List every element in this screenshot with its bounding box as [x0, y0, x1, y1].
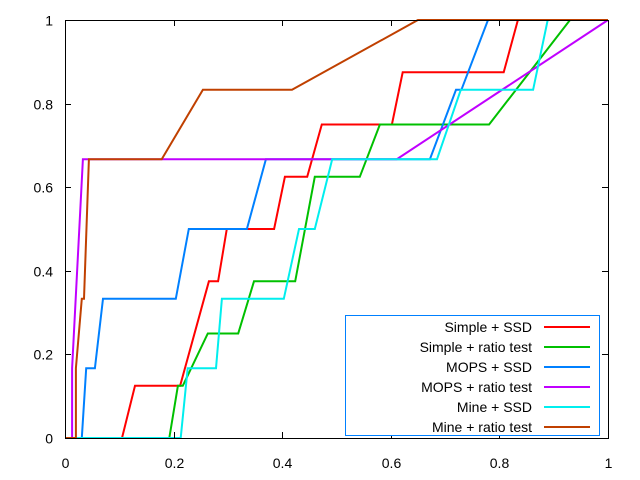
series-line-simple-ssd — [65, 19, 608, 439]
y-tick-label: 1 — [45, 13, 53, 29]
x-tick-label: 1 — [605, 455, 613, 471]
x-tick-label: 0.8 — [490, 455, 510, 471]
series-line-simple-ratio-test — [65, 19, 608, 439]
y-tick-label: 0 — [45, 431, 53, 447]
x-axis: 0 0.2 0.4 0.6 0.8 1 — [62, 20, 613, 471]
legend-label: Simple + SSD — [444, 319, 532, 335]
legend-label: Mine + ratio test — [432, 419, 532, 435]
legend-label: MOPS + ratio test — [421, 379, 532, 395]
legend-item: Mine + SSD — [457, 399, 590, 415]
series-line-mine-ssd — [65, 19, 608, 439]
series-line-mine-ratio-test — [65, 19, 608, 439]
y-tick-label: 0.8 — [34, 97, 54, 113]
y-tick-label: 0.6 — [34, 180, 54, 196]
x-tick-label: 0 — [62, 455, 70, 471]
legend-label: Mine + SSD — [457, 399, 532, 415]
legend-item: Mine + ratio test — [432, 419, 590, 435]
legend-label: Simple + ratio test — [420, 339, 533, 355]
y-axis: 0 0.2 0.4 0.6 0.8 1 — [34, 13, 608, 447]
x-tick-label: 0.6 — [382, 455, 402, 471]
x-tick-label: 0.2 — [165, 455, 185, 471]
legend: Simple + SSD Simple + ratio test MOPS + SS… — [345, 315, 600, 436]
legend-item: Simple + ratio test — [420, 339, 590, 355]
legend-label: MOPS + SSD — [446, 359, 532, 375]
x-tick-label: 0.4 — [273, 455, 293, 471]
y-tick-label: 0.2 — [34, 347, 54, 363]
plot-frame — [65, 20, 609, 439]
legend-item: MOPS + ratio test — [421, 379, 590, 395]
legend-item: Simple + SSD — [444, 319, 590, 335]
y-tick-label: 0.4 — [34, 264, 54, 280]
legend-item: MOPS + SSD — [446, 359, 590, 375]
legend-box — [345, 315, 600, 436]
